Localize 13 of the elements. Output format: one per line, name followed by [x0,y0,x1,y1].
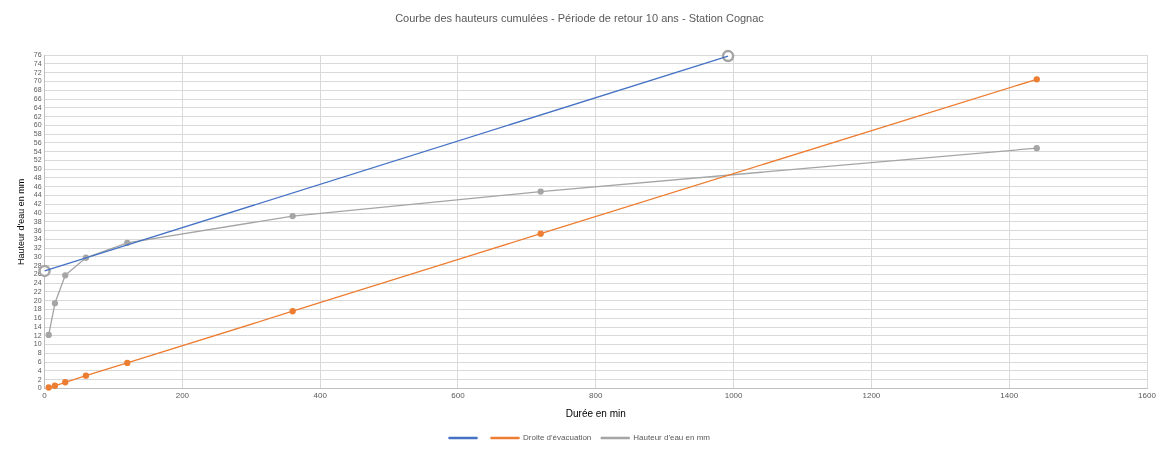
x-tick-label: 1600 [1138,391,1157,401]
x-tick-label: 600 [451,391,466,401]
chart-title: Courbe des hauteurs cumulées - Période de retour 10 ans - Station Cognac [395,11,765,24]
x-tick-label: 800 [589,391,604,401]
x-tick-label: 1400 [1000,391,1019,401]
x-axis-title: Durée en min [565,407,626,419]
legend-label: Hauteur d'eau en mm [633,433,711,443]
x-tick-label: 200 [175,391,190,401]
x-tick-label: 400 [313,391,328,401]
y-axis-title: Hauteur d'eau en mm [15,178,26,265]
legend-label: Droite d'évacuation [523,433,592,443]
x-tick-label: 1000 [724,391,744,401]
x-tick-label: 1200 [862,391,881,401]
